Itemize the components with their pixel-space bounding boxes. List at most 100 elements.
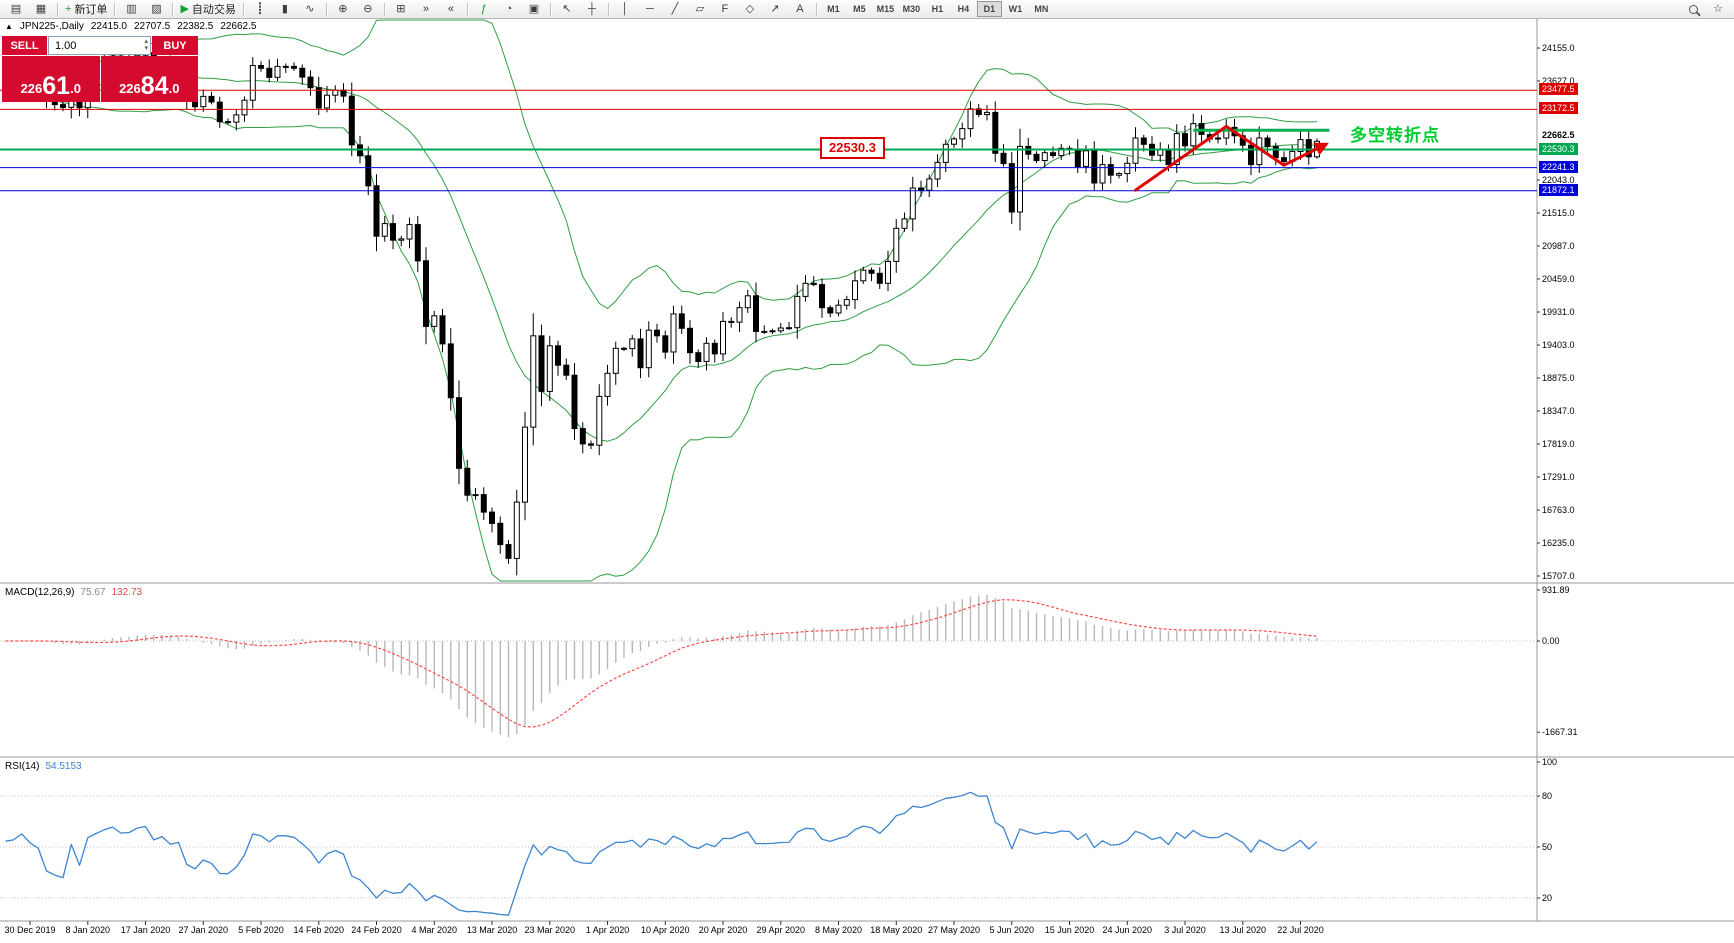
chart-ohlc-header: ▲ JPN225-,Daily 22415.0 22707.5 22382.5 … xyxy=(5,21,256,32)
line-chart-type-button[interactable]: ∿ xyxy=(298,1,322,17)
volume-input[interactable]: 1.00 ▴ ▾ xyxy=(48,36,151,55)
data-window-button[interactable]: ▧ xyxy=(144,1,168,17)
toolbar-separator xyxy=(114,2,116,16)
date-axis-label: 3 Jul 2020 xyxy=(1164,925,1206,935)
cursor-button[interactable]: ↖ xyxy=(555,1,579,17)
auto-scroll-button[interactable]: » xyxy=(414,1,438,17)
price-axis-tick: 18875.0 xyxy=(1542,373,1575,383)
bars-chart-type-button[interactable]: ┋ xyxy=(248,1,272,17)
date-axis-label: 24 Feb 2020 xyxy=(351,925,402,935)
new-order-button[interactable]: + 新订单 xyxy=(62,1,110,17)
new-chart-button[interactable]: ▤ xyxy=(4,1,28,17)
toolbar-separator xyxy=(325,2,327,16)
date-axis-label: 5 Jun 2020 xyxy=(989,925,1035,935)
price-line-badge: 23477.5 xyxy=(1539,83,1578,96)
toolbar-separator xyxy=(815,2,817,16)
favorites-icon: ☆ xyxy=(1713,2,1723,15)
low-value: 22382.5 xyxy=(177,21,214,32)
line-chart-type-icon: ∿ xyxy=(305,2,315,15)
price-axis-tick: 24155.0 xyxy=(1542,43,1575,53)
vertical-line-tool-icon: │ xyxy=(621,2,629,15)
arrows-tool-button[interactable]: ↗ xyxy=(763,1,787,17)
buy-button[interactable]: 226 84.0 xyxy=(100,56,198,102)
tile-windows-icon: ⊞ xyxy=(396,2,406,15)
favorites-button[interactable]: ☆ xyxy=(1706,1,1730,17)
search-icon xyxy=(1688,4,1698,14)
periods-icon: ◔ xyxy=(505,2,513,15)
sell-button[interactable]: 226 61.0 xyxy=(2,56,100,102)
auto-scroll-icon: » xyxy=(422,2,429,15)
timeframe-D1[interactable]: D1 xyxy=(976,1,1002,17)
timeframe-H4[interactable]: H4 xyxy=(957,4,970,14)
zoom-out-button[interactable]: ⊖ xyxy=(356,1,380,17)
toolbar-separator xyxy=(172,2,174,16)
autotrading-icon: ▶ xyxy=(180,2,189,15)
data-window-icon: ▧ xyxy=(151,2,162,15)
pane-separators xyxy=(0,18,1734,922)
toolbar-separator xyxy=(242,2,244,16)
templates-button[interactable]: ▣ xyxy=(522,1,546,17)
timeframe-W1[interactable]: W1 xyxy=(1008,4,1023,14)
macd-pane-label: MACD(12,26,9) 75.67 132.73 xyxy=(5,587,142,598)
timeframe-M15[interactable]: M15 xyxy=(876,4,895,14)
toolbar-separator xyxy=(607,2,609,16)
high-value: 22707.5 xyxy=(134,21,171,32)
macd-name: MACD(12,26,9) xyxy=(5,587,75,598)
date-axis-label: 27 Jan 2020 xyxy=(178,925,229,935)
crosshair-button[interactable]: ┼ xyxy=(580,1,604,17)
market-watch-icon: ▥ xyxy=(126,2,137,15)
search-button[interactable] xyxy=(1681,1,1705,17)
bars-chart-type-icon: ┋ xyxy=(256,2,264,15)
market-watch-button[interactable]: ▥ xyxy=(119,1,143,17)
timeframe-M1[interactable]: M1 xyxy=(827,4,840,14)
one-click-toggle-icon[interactable]: ▲ xyxy=(5,22,13,31)
trendline-tool-button[interactable]: ╱ xyxy=(663,1,687,17)
timeframe-M30[interactable]: M30 xyxy=(902,4,921,14)
price-line-badge: 21872.1 xyxy=(1539,183,1578,196)
price-axis-tick: 16235.0 xyxy=(1542,538,1575,548)
autotrading-button[interactable]: ▶ 自动交易 xyxy=(177,1,238,17)
volume-value: 1.00 xyxy=(55,39,77,52)
indicators-button[interactable]: ƒ xyxy=(472,1,496,17)
chart-profiles-icon: ▦ xyxy=(35,2,47,15)
date-axis-label: 10 Apr 2020 xyxy=(640,925,690,935)
timeframe-MN[interactable]: MN xyxy=(1034,4,1049,14)
buy-tab[interactable]: BUY xyxy=(152,36,198,55)
text-tool-button[interactable]: A xyxy=(788,1,812,17)
price-axis-tick: 23627.0 xyxy=(1542,76,1575,86)
sell-tab[interactable]: SELL xyxy=(2,36,47,55)
stepper-down-icon[interactable]: ▾ xyxy=(144,45,148,52)
horizontal-line-tool-icon: ─ xyxy=(646,2,654,15)
candles-chart-type-button[interactable]: ▮ xyxy=(273,1,297,17)
zoom-out-icon: ⊖ xyxy=(363,2,373,15)
horizontal-line-tool-button[interactable]: ─ xyxy=(638,1,662,17)
shapes-tool-button[interactable]: ◇ xyxy=(738,1,762,17)
vertical-line-tool-button[interactable]: │ xyxy=(613,1,637,17)
price-axis-tick: 16763.0 xyxy=(1542,505,1575,515)
horizontal-price-lines xyxy=(0,89,1537,192)
zoom-in-button[interactable]: ⊕ xyxy=(331,1,355,17)
timeframe-M5[interactable]: M5 xyxy=(853,4,866,14)
chart-profiles-button[interactable]: ▦ xyxy=(29,1,53,17)
sell-price-small: 226 xyxy=(20,81,43,97)
volume-stepper[interactable]: ▴ ▾ xyxy=(144,38,148,52)
sell-price-dec: .0 xyxy=(70,81,81,97)
stepper-up-icon[interactable]: ▴ xyxy=(144,38,148,45)
price-line-badge: 22530.3 xyxy=(1539,142,1578,155)
timeframe-H1[interactable]: H1 xyxy=(931,4,944,14)
price-level-flag[interactable]: 22530.3 xyxy=(820,137,885,159)
date-axis-label: 29 Apr 2020 xyxy=(756,925,806,935)
chart-shift-button[interactable]: « xyxy=(439,1,463,17)
date-axis-label: 13 Jul 2020 xyxy=(1219,925,1267,935)
open-value: 22415.0 xyxy=(90,21,127,32)
price-axis-tick: 19403.0 xyxy=(1542,340,1575,350)
symbol-timeframe-label: JPN225-,Daily xyxy=(19,21,84,32)
axis-ticks xyxy=(29,47,1540,925)
periods-button[interactable]: ◔ xyxy=(497,1,521,17)
channel-tool-button[interactable]: ▱ xyxy=(688,1,712,17)
fibonacci-tool-button[interactable]: F xyxy=(713,1,737,17)
toolbar-separator xyxy=(466,2,468,16)
tile-windows-button[interactable]: ⊞ xyxy=(389,1,413,17)
